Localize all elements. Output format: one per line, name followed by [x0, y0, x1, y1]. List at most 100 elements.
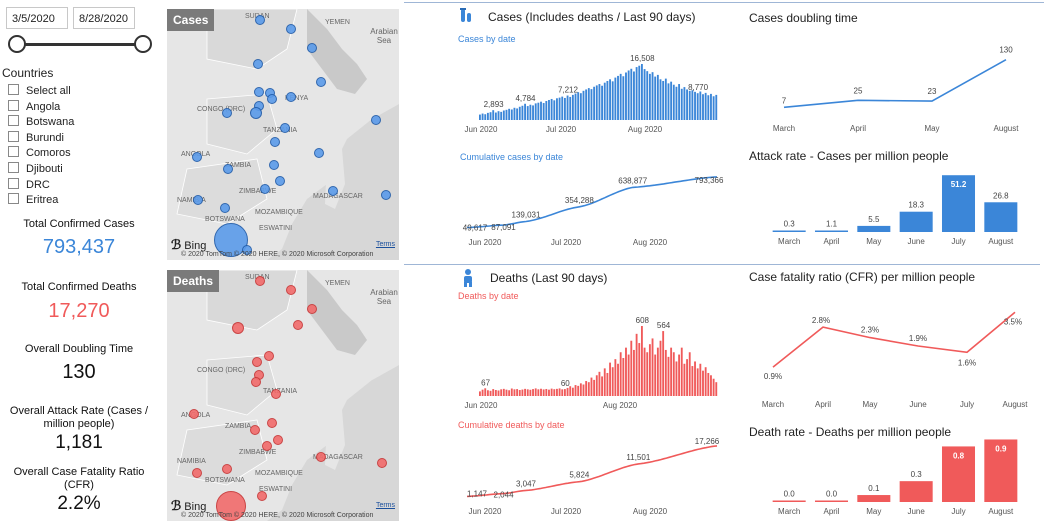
bar[interactable]	[561, 96, 564, 120]
bar[interactable]	[587, 382, 590, 396]
bar[interactable]	[500, 389, 503, 396]
bar[interactable]	[715, 382, 718, 396]
bar[interactable]	[707, 95, 710, 120]
bar[interactable]	[481, 113, 484, 120]
bar[interactable]	[670, 347, 673, 396]
cases-bubble[interactable]	[316, 77, 326, 87]
cases-bubble[interactable]	[269, 160, 279, 170]
bar[interactable]	[619, 352, 622, 396]
bar[interactable]	[680, 88, 683, 120]
deaths-bubble[interactable]	[316, 452, 326, 462]
bar[interactable]	[659, 79, 662, 120]
attack-rate-chart[interactable]: 0.3 March 1.1 April 5.5 May 18.3 June 51.2 July 26…	[755, 163, 1040, 250]
bar[interactable]	[481, 389, 484, 396]
bar[interactable]	[486, 390, 489, 396]
cases-bubble[interactable]	[270, 137, 280, 147]
bar[interactable]	[563, 97, 566, 120]
bar[interactable]	[691, 366, 694, 396]
bar[interactable]	[529, 389, 532, 396]
bar[interactable]	[609, 79, 611, 120]
cases-bubble[interactable]	[286, 92, 296, 102]
deaths-bubble[interactable]	[251, 377, 261, 387]
bar[interactable]	[542, 389, 545, 396]
bar[interactable]	[857, 225, 891, 232]
country-option[interactable]: Botswana	[8, 115, 74, 130]
bar[interactable]	[656, 74, 659, 120]
bar[interactable]	[518, 106, 521, 120]
bar[interactable]	[667, 83, 670, 120]
bar[interactable]	[521, 389, 524, 396]
bar[interactable]	[558, 97, 561, 120]
bar[interactable]	[611, 367, 614, 396]
bar[interactable]	[595, 85, 598, 120]
deaths-bubble[interactable]	[255, 276, 265, 286]
bar[interactable]	[505, 389, 508, 396]
bar[interactable]	[579, 93, 582, 120]
bar[interactable]	[534, 388, 537, 396]
bar[interactable]	[484, 114, 487, 120]
bar[interactable]	[479, 391, 481, 396]
deaths-bubble[interactable]	[307, 304, 317, 314]
bar[interactable]	[672, 84, 675, 120]
bar[interactable]	[603, 82, 606, 120]
bar[interactable]	[598, 371, 601, 396]
bar[interactable]	[651, 338, 654, 396]
slider-end-handle[interactable]	[134, 35, 152, 53]
bar[interactable]	[587, 88, 590, 120]
bar[interactable]	[648, 73, 651, 120]
bar[interactable]	[899, 481, 933, 502]
bar[interactable]	[984, 202, 1018, 232]
cases-bubble[interactable]	[192, 152, 202, 162]
bar[interactable]	[686, 89, 688, 120]
bar[interactable]	[593, 86, 596, 120]
bar[interactable]	[545, 101, 548, 120]
bar[interactable]	[553, 100, 556, 120]
deaths-bubble[interactable]	[293, 320, 303, 330]
bar[interactable]	[702, 370, 704, 396]
bar[interactable]	[688, 90, 691, 120]
bar[interactable]	[492, 110, 495, 120]
bar[interactable]	[696, 93, 699, 120]
bar[interactable]	[691, 90, 694, 120]
bar[interactable]	[540, 388, 542, 396]
bar[interactable]	[715, 94, 718, 120]
bar[interactable]	[558, 388, 561, 396]
bar[interactable]	[510, 388, 513, 396]
deaths-bubble[interactable]	[257, 491, 267, 501]
bar[interactable]	[814, 500, 849, 503]
bar[interactable]	[502, 388, 505, 396]
bar[interactable]	[699, 91, 702, 120]
deaths-bubble[interactable]	[264, 351, 274, 361]
checkbox[interactable]	[8, 177, 19, 189]
bar[interactable]	[563, 389, 566, 396]
country-option[interactable]: Select all	[8, 84, 71, 99]
bar[interactable]	[656, 347, 659, 396]
bar[interactable]	[667, 356, 670, 396]
bar[interactable]	[492, 389, 495, 396]
series-line[interactable]	[466, 176, 718, 229]
bar[interactable]	[625, 72, 627, 120]
country-option[interactable]: DRC	[8, 177, 50, 193]
bar[interactable]	[941, 175, 976, 232]
bar[interactable]	[672, 352, 675, 396]
bar[interactable]	[699, 363, 702, 396]
bar[interactable]	[577, 385, 580, 396]
bar[interactable]	[664, 78, 667, 120]
end-date-input[interactable]: 8/28/2020	[73, 7, 135, 29]
cases-bubble[interactable]	[371, 115, 381, 125]
bar[interactable]	[553, 389, 556, 396]
bar[interactable]	[678, 84, 681, 120]
deaths-bubble[interactable]	[252, 357, 262, 367]
bar[interactable]	[611, 81, 614, 120]
cases-bubble[interactable]	[286, 24, 296, 34]
deaths-bubble[interactable]	[262, 441, 272, 451]
bar[interactable]	[550, 98, 553, 120]
bar[interactable]	[550, 388, 553, 396]
bar[interactable]	[548, 389, 550, 396]
bar[interactable]	[508, 108, 511, 120]
bar[interactable]	[635, 67, 638, 120]
bar[interactable]	[659, 340, 662, 396]
deaths-bubble[interactable]	[232, 322, 244, 334]
bar[interactable]	[516, 108, 519, 120]
